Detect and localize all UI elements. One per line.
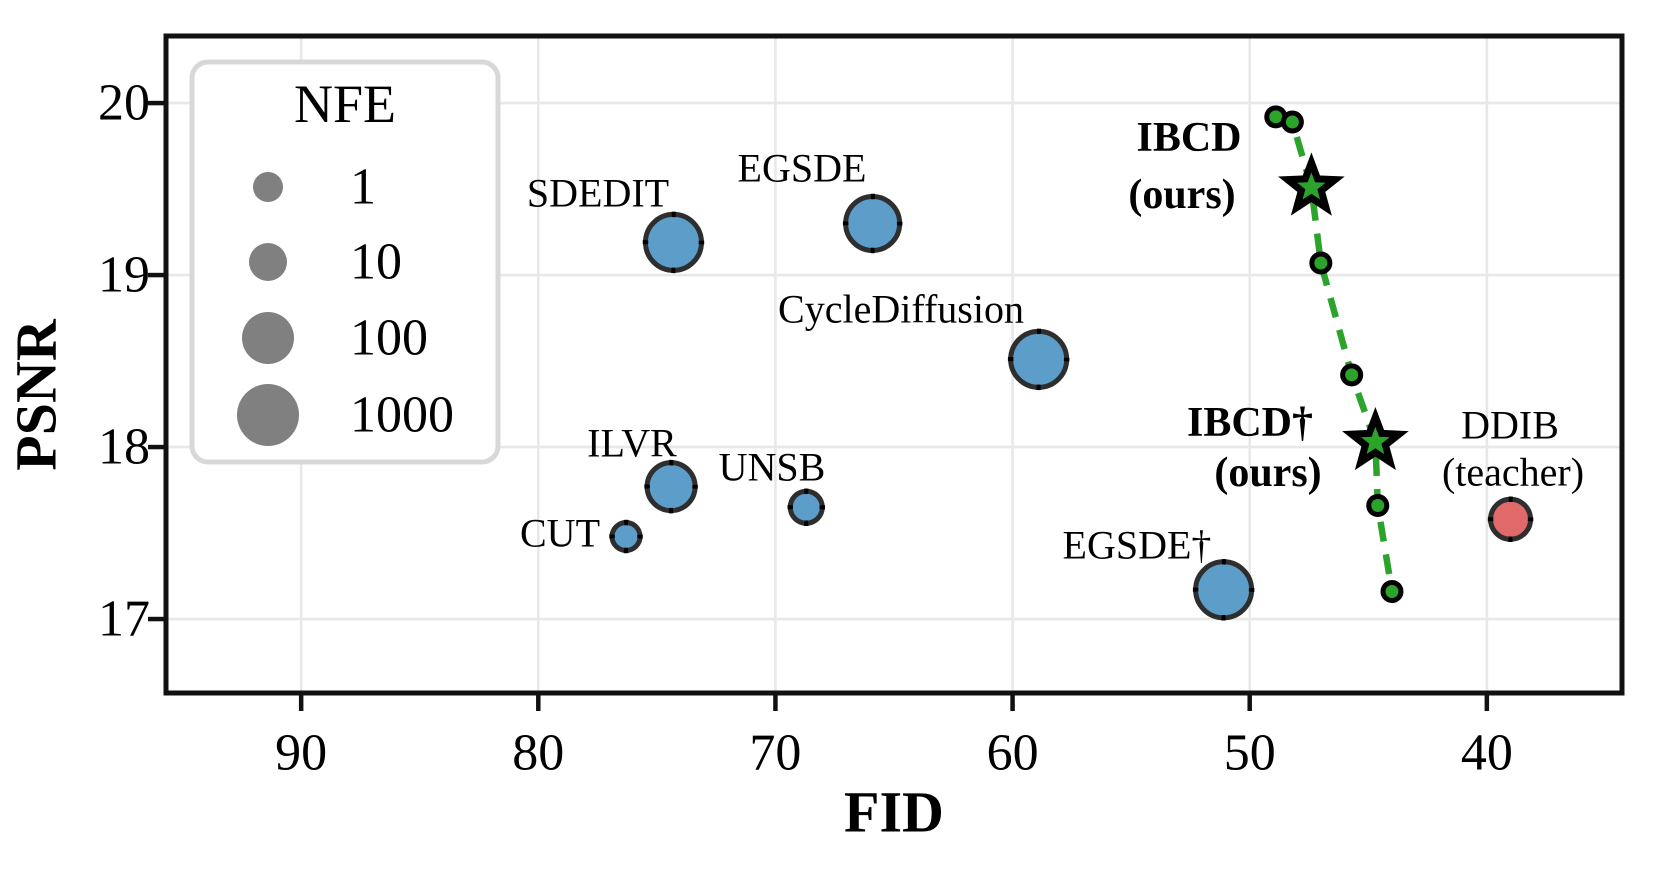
point-ddib-teacher	[1487, 496, 1534, 543]
annotations: SDEDIT EGSDE CycleDiffusion ILVR UNSB CUT EGSD…	[520, 115, 1584, 568]
point-cut	[609, 519, 643, 554]
y-tick-label: 18	[98, 419, 150, 476]
ibcd-star-marker	[1342, 406, 1409, 471]
annotation-label: SDEDIT	[527, 171, 669, 216]
legend-entry-label: 100	[350, 310, 428, 367]
point-egsde	[842, 193, 903, 254]
legend-entry-label: 10	[350, 234, 402, 291]
y-tick-label: 17	[98, 591, 150, 648]
ibcd-dot-marker	[1366, 494, 1390, 518]
point-ilvr	[644, 459, 698, 514]
annotation-label: ILVR	[587, 421, 677, 466]
y-tick-label: 20	[98, 75, 150, 132]
annotation-label: (teacher)	[1442, 450, 1584, 495]
ibcd-star-marker	[1278, 152, 1345, 216]
ibcd-dot-marker	[1309, 251, 1333, 275]
annotation-label: UNSB	[719, 445, 826, 490]
point-egsde-	[1192, 559, 1255, 621]
ibcd-series	[1264, 105, 1409, 604]
annotation-label: IBCD	[1136, 115, 1241, 161]
annotation-label: (ours)	[1214, 450, 1321, 496]
annotation-label: CUT	[520, 511, 600, 556]
ibcd-dot-marker	[1340, 363, 1364, 387]
legend-entry-label: 1	[350, 159, 376, 216]
x-tick-label: 80	[512, 725, 564, 782]
annotation-label: CycleDiffusion	[778, 287, 1024, 332]
point-cyclediffusion	[1007, 328, 1070, 391]
y-tick-label: 19	[98, 247, 150, 304]
ibcd-dot-marker	[1380, 580, 1404, 604]
x-tick-label: 50	[1224, 725, 1276, 782]
nfe-legend: NFE 1 10 100 1000	[189, 59, 501, 465]
x-tick-label: 90	[275, 725, 327, 782]
annotation-label: IBCD†	[1187, 400, 1313, 446]
legend-entry-label: 1000	[350, 387, 454, 444]
legend-size-marker	[242, 312, 294, 364]
x-axis-label: FID	[844, 780, 944, 845]
baseline-points	[609, 193, 1534, 621]
x-tick-label: 70	[749, 725, 801, 782]
x-tick-label: 40	[1461, 725, 1513, 782]
legend-size-marker	[237, 384, 299, 446]
annotation-label: EGSDE	[738, 146, 867, 191]
axes: 90 80 70 60 50 40 17 18 19 20 FID PSNR	[4, 75, 1513, 845]
legend-size-marker	[253, 172, 283, 202]
legend-title: NFE	[294, 74, 396, 134]
ibcd-dot-marker	[1280, 110, 1304, 134]
point-sdedit	[642, 211, 705, 274]
y-axis-label: PSNR	[4, 318, 69, 471]
point-unsb	[787, 488, 826, 527]
annotation-label: EGSDE†	[1063, 523, 1212, 568]
annotation-label: DDIB	[1461, 403, 1559, 448]
plot-border	[163, 33, 1625, 696]
x-tick-label: 60	[987, 725, 1039, 782]
annotation-label: (ours)	[1128, 172, 1235, 218]
legend-size-marker	[249, 243, 287, 281]
